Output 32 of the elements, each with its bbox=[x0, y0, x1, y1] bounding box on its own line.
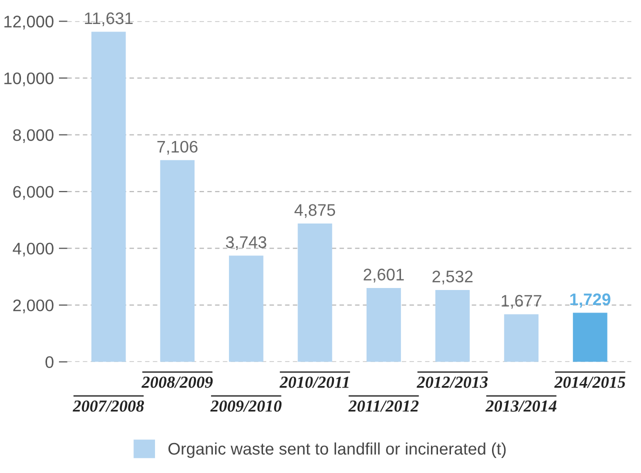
x-tick-label: 2010/2011 bbox=[280, 376, 348, 388]
bar bbox=[366, 288, 401, 362]
x-tick-label: 2007/2008 bbox=[72, 400, 144, 412]
data-label: 3,743 bbox=[226, 236, 266, 250]
x-tick-label: 2012/2013 bbox=[416, 376, 488, 388]
x-tick-label: 2009/2010 bbox=[210, 400, 282, 412]
y-tick-label: 6,000 bbox=[13, 186, 54, 200]
x-tick-label: 2013/2014 bbox=[485, 400, 556, 412]
data-label: 7,106 bbox=[157, 140, 198, 155]
data-label: 1,677 bbox=[502, 294, 542, 309]
data-label: 11,631 bbox=[84, 12, 133, 26]
bar bbox=[435, 290, 470, 362]
x-tick-label: 2011/2012 bbox=[348, 400, 419, 412]
legend-label: Organic waste sent to landfill or incinerated (t) bbox=[168, 442, 506, 458]
data-label: 1,729 bbox=[570, 293, 610, 308]
bar bbox=[91, 32, 126, 362]
y-tick-label: 12,000 bbox=[4, 16, 54, 30]
bar bbox=[504, 314, 539, 362]
bar bbox=[160, 160, 195, 362]
y-tick-label: 10,000 bbox=[4, 72, 54, 86]
y-tick-label: 0 bbox=[45, 356, 54, 368]
x-tick-label: 2008/2009 bbox=[142, 376, 213, 388]
data-label: 2,532 bbox=[432, 270, 473, 284]
y-tick-label: 4,000 bbox=[12, 242, 54, 256]
data-label: 4,875 bbox=[294, 204, 336, 218]
y-tick-label: 2,000 bbox=[13, 299, 54, 314]
bar bbox=[572, 312, 608, 362]
x-tick-label: 2014/2015 bbox=[554, 376, 626, 388]
bar bbox=[298, 223, 332, 362]
data-label: 2,601 bbox=[364, 268, 404, 282]
bar bbox=[228, 256, 264, 362]
y-tick-label: 8,000 bbox=[13, 129, 54, 143]
